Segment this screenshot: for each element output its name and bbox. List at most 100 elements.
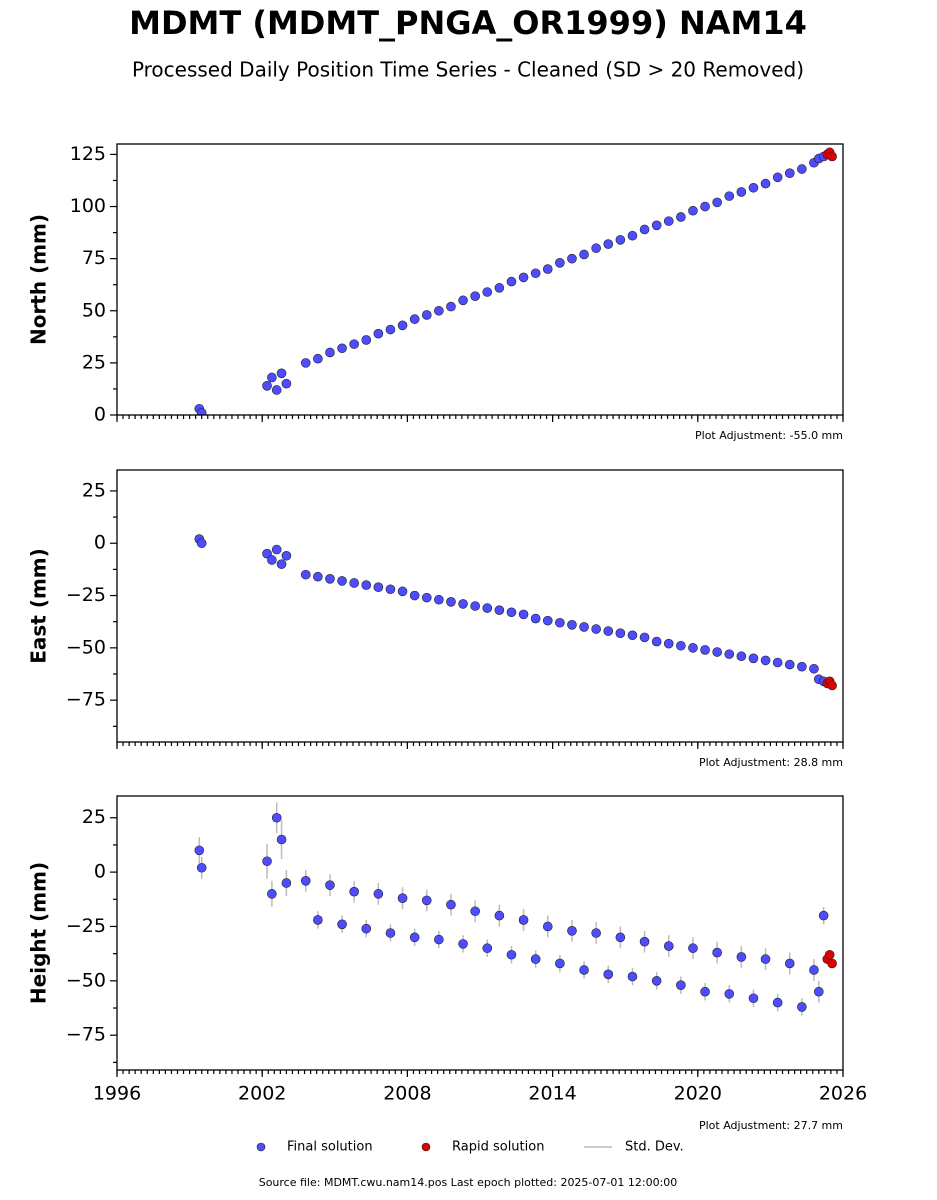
data-point [797, 1002, 807, 1012]
data-point [281, 878, 292, 888]
y-axis-label: North (mm) [27, 214, 51, 345]
annotation: Plot Adjustment: -55.0 mm [695, 429, 843, 442]
data-point [615, 628, 626, 639]
x-tick-label: 2014 [528, 1083, 576, 1105]
data-point [313, 915, 323, 925]
data-point [748, 993, 759, 1004]
data-point [470, 291, 480, 301]
data-point [349, 578, 359, 588]
data-point [196, 408, 207, 415]
data-point [385, 324, 396, 335]
y-tick-label: −25 [66, 584, 106, 606]
data-point [281, 378, 292, 389]
data-point [760, 178, 771, 189]
data-point [434, 594, 444, 605]
data-point [700, 201, 710, 212]
data-point [724, 191, 735, 201]
data-point [827, 680, 837, 691]
data-point [397, 893, 408, 904]
data-point [772, 997, 783, 1008]
data-point [349, 886, 359, 897]
panel: −75 −50 −25 0 25 1996 2002 2008 2014 2020 2026 Heig… [27, 795, 867, 1132]
data-point [281, 550, 292, 561]
y-tick-label: 25 [82, 806, 106, 828]
data-point [518, 272, 529, 283]
data-point [579, 965, 589, 975]
data-point [603, 969, 614, 980]
data-point [651, 976, 662, 986]
y-tick-label: −75 [66, 1024, 106, 1046]
plot-area [194, 147, 837, 415]
legend-label: Rapid solution [452, 1140, 544, 1155]
annotation: Plot Adjustment: 28.8 mm [699, 756, 843, 769]
y-axis-label: Height (mm) [27, 862, 51, 1004]
data-point [385, 928, 396, 938]
y-tick-label: −50 [66, 636, 106, 658]
data-point [506, 949, 517, 960]
data-point [446, 597, 456, 607]
data-point [196, 862, 207, 873]
data-point [627, 630, 638, 641]
data-point [639, 936, 650, 947]
data-point [603, 626, 614, 636]
data-point [736, 651, 747, 662]
data-point [506, 276, 517, 287]
legend-marker [421, 1142, 431, 1152]
data-point [271, 544, 282, 555]
data-point [349, 339, 359, 349]
data-point [700, 645, 710, 655]
data-point [712, 197, 722, 208]
data-point [325, 880, 335, 890]
x-tick-label: 1996 [93, 1083, 141, 1105]
axes-frame [116, 469, 844, 743]
data-point [458, 939, 468, 949]
data-point [591, 624, 601, 634]
data-point [579, 622, 589, 632]
data-point [373, 582, 384, 592]
data-point [797, 661, 807, 672]
axes-frame [116, 143, 844, 416]
x-tick-label: 2002 [238, 1083, 286, 1105]
data-point [421, 592, 432, 603]
data-point [712, 947, 722, 958]
data-point [530, 954, 541, 964]
y-tick-label: 50 [82, 299, 106, 321]
data-point [361, 580, 372, 590]
data-point [300, 358, 311, 368]
data-point [784, 168, 795, 178]
data-point [772, 172, 783, 183]
legend-label: Final solution [287, 1140, 373, 1155]
data-point [797, 164, 807, 174]
x-tick-label: 2026 [819, 1083, 867, 1105]
data-point [276, 834, 287, 845]
data-point [373, 328, 384, 339]
data-point [784, 659, 795, 670]
y-tick-label: −50 [66, 969, 106, 991]
data-point [784, 958, 795, 969]
data-point [313, 353, 323, 364]
data-point [458, 295, 468, 306]
data-point [760, 655, 771, 666]
y-axis-label: East (mm) [27, 548, 51, 664]
legend: Final solution Rapid solution Std. Dev. [256, 1140, 684, 1155]
x-tick-label: 2020 [674, 1083, 722, 1105]
data-point [591, 243, 601, 254]
data-point [494, 605, 505, 615]
panel: 0 25 50 75 100 125 North (mm) Plot Adjustment: … [27, 143, 844, 442]
data-point [676, 640, 686, 651]
data-point [421, 895, 432, 906]
y-tick-label: −25 [66, 915, 106, 937]
data-point [530, 613, 541, 624]
data-point [271, 385, 282, 395]
y-tick-label: 25 [82, 351, 106, 373]
data-point [809, 663, 819, 674]
data-point [458, 599, 468, 609]
data-point [518, 915, 529, 925]
y-tick-label: −75 [66, 689, 106, 711]
x-tick-label: 2008 [383, 1083, 431, 1105]
data-point [434, 934, 444, 945]
data-point [555, 258, 565, 268]
plot-area [194, 534, 837, 691]
data-point [409, 314, 420, 324]
data-point [325, 573, 335, 584]
